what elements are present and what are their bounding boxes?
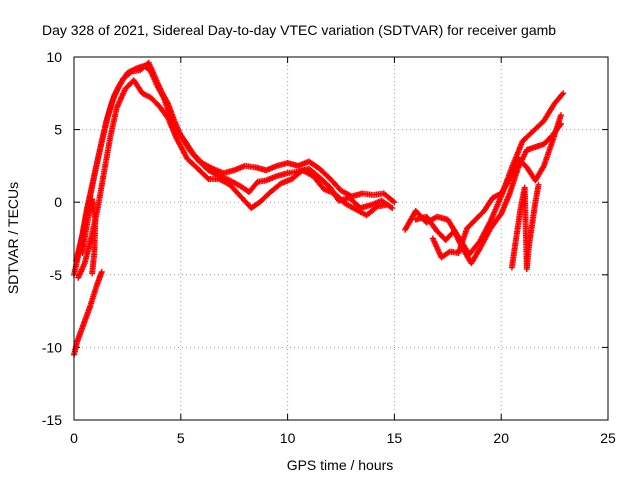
data-point	[559, 91, 566, 98]
y-tick-label: 5	[54, 122, 62, 138]
y-tick-label: -5	[50, 267, 63, 283]
y-tick-label: 0	[54, 194, 62, 210]
data-point	[535, 181, 542, 188]
x-tick-label: 15	[387, 430, 403, 446]
y-tick-label: -15	[42, 412, 62, 428]
x-axis-ticks: 0 5 10 15 20 25	[70, 57, 616, 446]
data-point	[560, 90, 567, 97]
x-tick-label: 0	[70, 430, 78, 446]
y-tick-label: -10	[42, 339, 62, 355]
x-tick-label: 20	[493, 430, 509, 446]
series-trace-early-low	[71, 268, 105, 358]
series-trace-offset-b	[75, 77, 389, 281]
y-axis-label: SDTVAR / TECUs	[5, 182, 21, 294]
series-trace-late-b	[412, 120, 565, 267]
series-trace-late-a	[402, 90, 567, 258]
data-point	[98, 268, 105, 275]
y-tick-label: 10	[46, 49, 62, 65]
series-trace-late-c	[429, 112, 565, 261]
series-trace-late-drops	[508, 181, 542, 272]
y-axis-ticks: -15 -10 -5 0 5 10	[42, 49, 608, 428]
x-tick-label: 25	[600, 430, 616, 446]
chart-title: Day 328 of 2021, Sidereal Day-to-day VTE…	[42, 22, 556, 38]
x-tick-label: 10	[280, 430, 296, 446]
plot-frame	[73, 56, 609, 421]
data-point	[558, 112, 565, 119]
data-points	[71, 59, 567, 358]
series-trace-offset-a	[73, 59, 396, 264]
data-point	[391, 199, 398, 206]
series-trace-early-mid	[79, 196, 99, 277]
x-axis-label: GPS time / hours	[287, 457, 394, 473]
data-point	[389, 205, 396, 212]
data-point	[382, 202, 389, 209]
data-point	[204, 174, 211, 181]
x-tick-label: 5	[177, 430, 185, 446]
data-point	[89, 270, 96, 277]
